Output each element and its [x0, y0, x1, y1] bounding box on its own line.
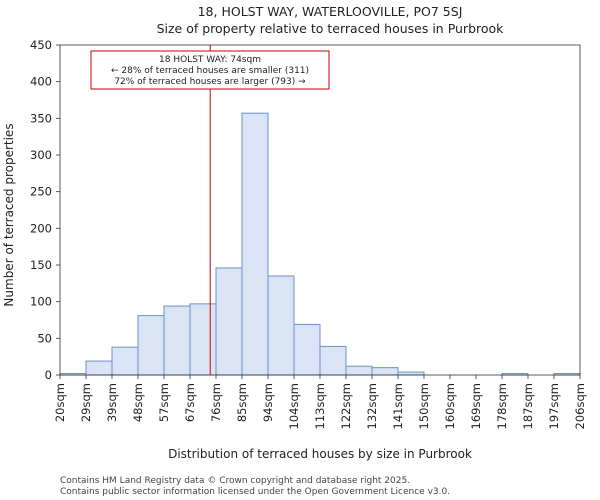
y-tick-label: 350 [30, 111, 52, 125]
bar-39sqm [111, 346, 139, 376]
x-tick-label: 94sqm [261, 383, 275, 422]
x-tick-label: 160sqm [443, 383, 457, 429]
bar-85sqm [241, 112, 269, 376]
x-tick-label: 67sqm [183, 383, 197, 422]
chart-subtitle: Size of property relative to terraced ho… [157, 21, 505, 36]
bar-122sqm [345, 365, 373, 376]
bar-141sqm [397, 371, 425, 376]
y-tick-label: 0 [45, 368, 52, 382]
x-tick-label: 122sqm [339, 383, 353, 429]
x-tick-label: 141sqm [391, 383, 405, 429]
y-axis-label: Number of terraced properties [2, 123, 16, 306]
x-tick-label: 57sqm [157, 383, 171, 422]
x-tick-label: 20sqm [53, 383, 67, 422]
x-tick-label: 29sqm [79, 383, 93, 422]
x-tick-label: 48sqm [131, 383, 145, 422]
footer-line-1: Contains HM Land Registry data © Crown c… [60, 476, 410, 486]
bar-132sqm [371, 367, 399, 376]
bar-76sqm [215, 267, 243, 376]
y-tick-label: 100 [30, 295, 52, 309]
annotation-line-2: ← 28% of terraced houses are smaller (31… [111, 66, 309, 76]
property-annotation: 18 HOLST WAY: 74sqm ← 28% of terraced ho… [90, 50, 330, 90]
x-tick-label: 85sqm [235, 383, 249, 422]
x-axis: 20sqm 29sqm 39sqm 48sqm 57sqm 67sqm 76sqm 85sqm… [53, 375, 587, 429]
x-tick-label: 150sqm [417, 383, 431, 429]
chart-title: 18, HOLST WAY, WATERLOOVILLE, PO7 5SJ [198, 4, 463, 19]
x-tick-label: 206sqm [573, 383, 587, 429]
plot-frame [59, 44, 581, 376]
y-tick-label: 300 [30, 148, 52, 162]
y-tick-label: 200 [30, 221, 52, 235]
bar-94sqm [267, 275, 295, 376]
y-tick-label: 400 [30, 75, 52, 89]
bar-57sqm [163, 305, 191, 376]
x-tick-label: 169sqm [469, 383, 483, 429]
x-tick-label: 76sqm [209, 383, 223, 422]
x-tick-label: 197sqm [547, 383, 561, 429]
bars-group [59, 112, 581, 376]
annotation-box [90, 50, 330, 90]
y-tick-label: 450 [30, 38, 52, 52]
annotation-line-3: 72% of terraced houses are larger (793) … [114, 77, 306, 87]
x-axis-label: Distribution of terraced houses by size … [168, 447, 472, 461]
y-tick-label: 250 [30, 185, 52, 199]
x-tick-label: 104sqm [287, 383, 301, 429]
x-tick-label: 113sqm [313, 383, 327, 429]
y-axis: 0 50 100 150 200 250 300 350 400 450 [30, 38, 60, 382]
x-tick-label: 39sqm [105, 383, 119, 422]
x-tick-label: 178sqm [495, 383, 509, 429]
x-tick-label: 187sqm [521, 383, 535, 429]
y-tick-label: 150 [30, 258, 52, 272]
annotation-line-1: 18 HOLST WAY: 74sqm [159, 55, 261, 65]
x-tick-label: 132sqm [365, 383, 379, 429]
bar-113sqm [319, 345, 347, 376]
bar-104sqm [293, 323, 321, 376]
bar-67sqm [189, 303, 217, 376]
footer-line-2: Contains public sector information licen… [60, 487, 450, 497]
y-tick-label: 50 [37, 331, 52, 345]
bar-48sqm [137, 315, 165, 376]
bar-29sqm [85, 360, 113, 376]
